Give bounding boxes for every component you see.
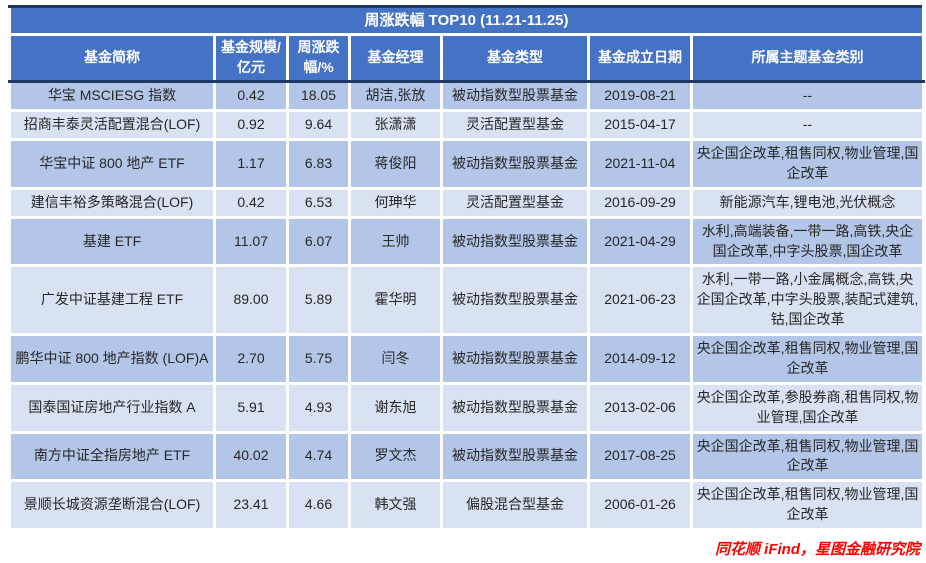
cell-founding-date: 2019-08-21	[587, 80, 693, 113]
cell-fund-type: 被动指数型股票基金	[440, 215, 590, 268]
cell-theme-category: 水利,高端装备,一带一路,高铁,央企国企改革,中字头股票,国企改革	[689, 215, 926, 268]
table-header-row: 基金简称 基金规模/亿元 周涨跌幅/% 基金经理 基金类型 基金成立日期 所属主…	[8, 33, 926, 84]
cell-fund-scale: 0.42	[213, 186, 289, 219]
cell-theme-category: 央企国企改革,租售同权,物业管理,国企改革	[689, 333, 926, 385]
cell-weekly-change: 18.05	[286, 80, 351, 113]
cell-fund-type: 被动指数型股票基金	[440, 80, 590, 113]
table-row: 南方中证全指房地产 ETF 40.02 4.74 罗文杰 被动指数型股票基金 2…	[8, 430, 926, 483]
cell-theme-category: 央企国企改革,租售同权,物业管理,国企改革	[689, 479, 926, 532]
cell-theme-category: 央企国企改革,租售同权,物业管理,国企改革	[689, 138, 926, 190]
cell-fund-scale: 5.91	[213, 381, 289, 434]
col-header-fund-scale: 基金规模/亿元	[213, 33, 289, 84]
col-header-fund-type: 基金类型	[440, 33, 590, 84]
cell-fund-manager: 闫冬	[348, 333, 443, 385]
cell-fund-manager: 霍华明	[348, 264, 443, 337]
cell-founding-date: 2006-01-26	[587, 479, 693, 532]
cell-theme-category: 水利,一带一路,小金属概念,高铁,央企国企改革,中字头股票,装配式建筑,钴,国企…	[689, 264, 926, 337]
cell-fund-type: 偏股混合型基金	[440, 479, 590, 532]
cell-fund-name: 招商丰泰灵活配置混合(LOF)	[8, 109, 216, 142]
cell-weekly-change: 4.74	[286, 430, 351, 483]
cell-fund-type: 被动指数型股票基金	[440, 381, 590, 434]
cell-fund-type: 灵活配置型基金	[440, 109, 590, 142]
table-row: 广发中证基建工程 ETF 89.00 5.89 霍华明 被动指数型股票基金 20…	[8, 264, 926, 337]
cell-fund-scale: 0.42	[213, 80, 289, 113]
cell-fund-manager: 张潇潇	[348, 109, 443, 142]
table-row: 鹏华中证 800 地产指数 (LOF)A 2.70 5.75 闫冬 被动指数型股…	[8, 333, 926, 385]
table-row: 华宝中证 800 地产 ETF 1.17 6.83 蒋俊阳 被动指数型股票基金 …	[8, 138, 926, 190]
cell-founding-date: 2021-06-23	[587, 264, 693, 337]
cell-theme-category: 央企国企改革,租售同权,物业管理,国企改革	[689, 430, 926, 483]
cell-theme-category: 央企国企改革,参股券商,租售同权,物业管理,国企改革	[689, 381, 926, 434]
cell-fund-type: 被动指数型股票基金	[440, 333, 590, 385]
table-row: 招商丰泰灵活配置混合(LOF) 0.92 9.64 张潇潇 灵活配置型基金 20…	[8, 109, 926, 142]
table-row: 景顺长城资源垄断混合(LOF) 23.41 4.66 韩文强 偏股混合型基金 2…	[8, 479, 926, 532]
cell-fund-name: 华宝中证 800 地产 ETF	[8, 138, 216, 190]
cell-founding-date: 2013-02-06	[587, 381, 693, 434]
col-header-founding-date: 基金成立日期	[587, 33, 693, 84]
cell-founding-date: 2021-11-04	[587, 138, 693, 190]
cell-founding-date: 2021-04-29	[587, 215, 693, 268]
cell-fund-scale: 2.70	[213, 333, 289, 385]
cell-fund-name: 南方中证全指房地产 ETF	[8, 430, 216, 483]
cell-fund-type: 被动指数型股票基金	[440, 264, 590, 337]
cell-fund-scale: 1.17	[213, 138, 289, 190]
cell-founding-date: 2014-09-12	[587, 333, 693, 385]
cell-fund-manager: 胡洁,张放	[348, 80, 443, 113]
cell-fund-scale: 11.07	[213, 215, 289, 268]
cell-weekly-change: 4.66	[286, 479, 351, 532]
cell-fund-name: 鹏华中证 800 地产指数 (LOF)A	[8, 333, 216, 385]
cell-fund-scale: 40.02	[213, 430, 289, 483]
table-title-row: 周涨跌幅 TOP10 (11.21-11.25)	[7, 4, 926, 37]
cell-fund-name: 华宝 MSCIESG 指数	[8, 80, 216, 113]
cell-fund-name: 景顺长城资源垄断混合(LOF)	[8, 479, 216, 532]
table-row: 国泰国证房地产行业指数 A 5.91 4.93 谢东旭 被动指数型股票基金 20…	[8, 381, 926, 434]
col-header-theme-category: 所属主题基金类别	[689, 33, 926, 84]
table-title: 周涨跌幅 TOP10 (11.21-11.25)	[7, 4, 926, 37]
table-row: 基建 ETF 11.07 6.07 王帅 被动指数型股票基金 2021-04-2…	[8, 215, 926, 268]
data-source-credit: 同花顺 iFind，星图金融研究院	[715, 541, 920, 558]
cell-fund-manager: 蒋俊阳	[348, 138, 443, 190]
cell-theme-category: --	[689, 109, 926, 142]
cell-fund-name: 基建 ETF	[8, 215, 216, 268]
cell-weekly-change: 6.83	[286, 138, 351, 190]
cell-weekly-change: 9.64	[286, 109, 351, 142]
cell-founding-date: 2015-04-17	[587, 109, 693, 142]
col-header-fund-manager: 基金经理	[348, 33, 443, 84]
cell-founding-date: 2016-09-29	[587, 186, 693, 219]
cell-theme-category: --	[689, 80, 926, 113]
cell-weekly-change: 6.53	[286, 186, 351, 219]
cell-fund-type: 被动指数型股票基金	[440, 138, 590, 190]
cell-theme-category: 新能源汽车,锂电池,光伏概念	[689, 186, 926, 219]
table-row: 建信丰裕多策略混合(LOF) 0.42 6.53 何珅华 灵活配置型基金 201…	[8, 186, 926, 219]
cell-fund-name: 建信丰裕多策略混合(LOF)	[8, 186, 216, 219]
cell-fund-type: 被动指数型股票基金	[440, 430, 590, 483]
col-header-fund-name: 基金简称	[8, 33, 216, 84]
cell-fund-name: 广发中证基建工程 ETF	[8, 264, 216, 337]
cell-founding-date: 2017-08-25	[587, 430, 693, 483]
cell-fund-type: 灵活配置型基金	[440, 186, 590, 219]
cell-weekly-change: 5.75	[286, 333, 351, 385]
cell-fund-scale: 89.00	[213, 264, 289, 337]
cell-weekly-change: 6.07	[286, 215, 351, 268]
cell-fund-manager: 王帅	[348, 215, 443, 268]
cell-fund-manager: 韩文强	[348, 479, 443, 532]
cell-fund-manager: 谢东旭	[348, 381, 443, 434]
cell-weekly-change: 4.93	[286, 381, 351, 434]
col-header-weekly-change: 周涨跌幅/%	[286, 33, 351, 84]
weekly-change-top10-table: 周涨跌幅 TOP10 (11.21-11.25) 基金简称 基金规模/亿元 周涨…	[7, 4, 926, 532]
cell-fund-name: 国泰国证房地产行业指数 A	[8, 381, 216, 434]
cell-weekly-change: 5.89	[286, 264, 351, 337]
table-row: 华宝 MSCIESG 指数 0.42 18.05 胡洁,张放 被动指数型股票基金…	[8, 80, 926, 113]
cell-fund-manager: 罗文杰	[348, 430, 443, 483]
cell-fund-scale: 0.92	[213, 109, 289, 142]
cell-fund-scale: 23.41	[213, 479, 289, 532]
cell-fund-manager: 何珅华	[348, 186, 443, 219]
